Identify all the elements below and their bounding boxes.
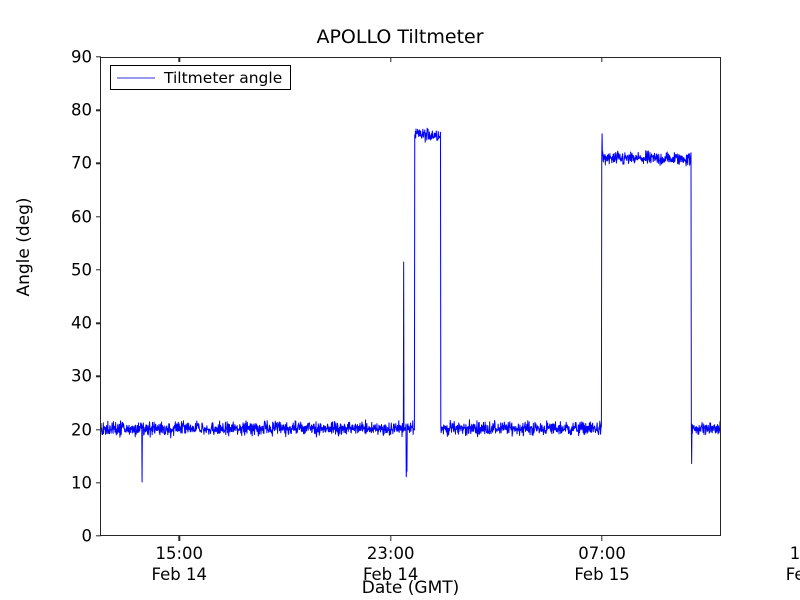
x-axis-label: Date (GMT) — [361, 578, 460, 598]
y-tick-mark — [96, 375, 101, 378]
y-tick-label: 60 — [71, 207, 92, 227]
y-tick-label: 0 — [81, 526, 93, 546]
y-tick-label: 80 — [71, 100, 92, 120]
y-tick-mark — [96, 482, 101, 484]
y-tick-mark — [96, 215, 101, 218]
x-tick-mark — [178, 536, 180, 541]
y-tick-label: 50 — [71, 260, 92, 280]
legend-entry-label: Tiltmeter angle — [164, 68, 283, 87]
x-tick-mark — [389, 536, 392, 541]
y-tick-mark — [96, 535, 101, 537]
data-series-line — [101, 58, 720, 535]
y-tick-mark — [96, 109, 101, 111]
y-tick-label: 20 — [71, 420, 92, 440]
legend-line-swatch-icon — [117, 76, 155, 79]
x-tick-mark — [601, 536, 603, 541]
x-tick-label: 15:00 Feb 14 — [151, 544, 207, 584]
y-axis-label: Angle (deg) — [14, 197, 34, 297]
x-tick-label: 23:00 Feb 14 — [362, 544, 419, 584]
x-tick-label: 15:00 Feb 15 — [785, 544, 800, 584]
y-tick-mark — [96, 428, 101, 431]
plot-area — [100, 57, 721, 536]
y-tick-label: 10 — [71, 473, 92, 493]
page-title: APOLLO Tiltmeter — [316, 26, 484, 48]
y-tick-mark — [96, 162, 101, 165]
y-tick-label: 30 — [71, 366, 92, 386]
x-tick-mark-top — [178, 57, 180, 62]
y-tick-label: 90 — [71, 47, 92, 67]
y-tick-mark — [96, 269, 101, 271]
x-tick-mark-top — [389, 57, 392, 62]
x-tick-mark-top — [601, 57, 603, 62]
y-tick-mark — [96, 56, 101, 58]
y-tick-mark — [96, 322, 101, 324]
x-tick-label: 07:00 Feb 15 — [574, 544, 630, 584]
legend: Tiltmeter angle — [110, 65, 292, 90]
y-tick-label: 40 — [71, 313, 92, 333]
y-tick-label: 70 — [71, 153, 92, 173]
